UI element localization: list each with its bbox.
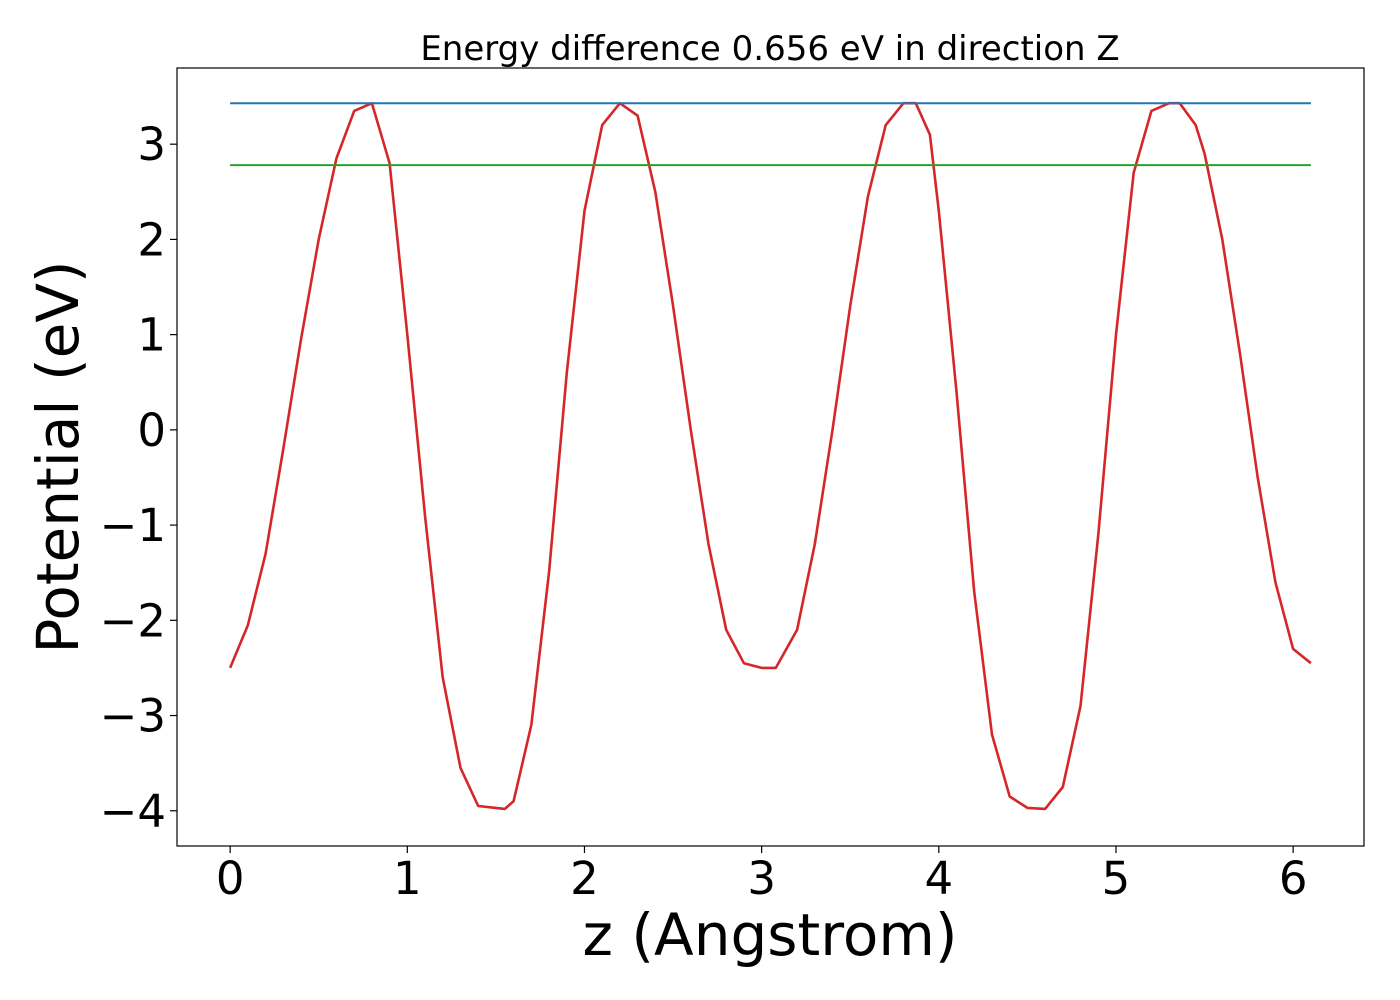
x-axis: 0 1 2 3 4 5 6 — [216, 846, 1308, 905]
plot-frame — [176, 67, 1365, 847]
x-tick-label: 3 — [747, 852, 776, 905]
y-axis-label: Potential (eV) — [24, 260, 92, 653]
y-tick-label: 0 — [137, 404, 166, 457]
x-tick-label: 4 — [924, 852, 953, 905]
y-tick-label: 2 — [137, 213, 166, 266]
y-tick-label: −3 — [100, 690, 166, 743]
x-tick-label: 2 — [570, 852, 599, 905]
chart-title: Energy difference 0.656 eV in direction … — [420, 29, 1119, 69]
series-line-1 — [228, 101, 1312, 811]
plot-area — [228, 101, 1312, 811]
y-axis: −4 −3 −2 −1 0 1 2 3 — [100, 118, 177, 838]
x-tick-label: 5 — [1102, 852, 1131, 905]
y-tick-label: 3 — [137, 118, 166, 171]
x-tick-label: 0 — [216, 852, 245, 905]
y-tick-label: −1 — [100, 499, 166, 552]
x-tick-label: 6 — [1279, 852, 1308, 905]
y-tick-label: −4 — [100, 785, 166, 838]
x-tick-label: 1 — [393, 852, 422, 905]
y-tick-label: −2 — [100, 594, 166, 647]
x-axis-label: z (Angstrom) — [583, 901, 958, 969]
y-tick-label: 1 — [137, 309, 166, 362]
